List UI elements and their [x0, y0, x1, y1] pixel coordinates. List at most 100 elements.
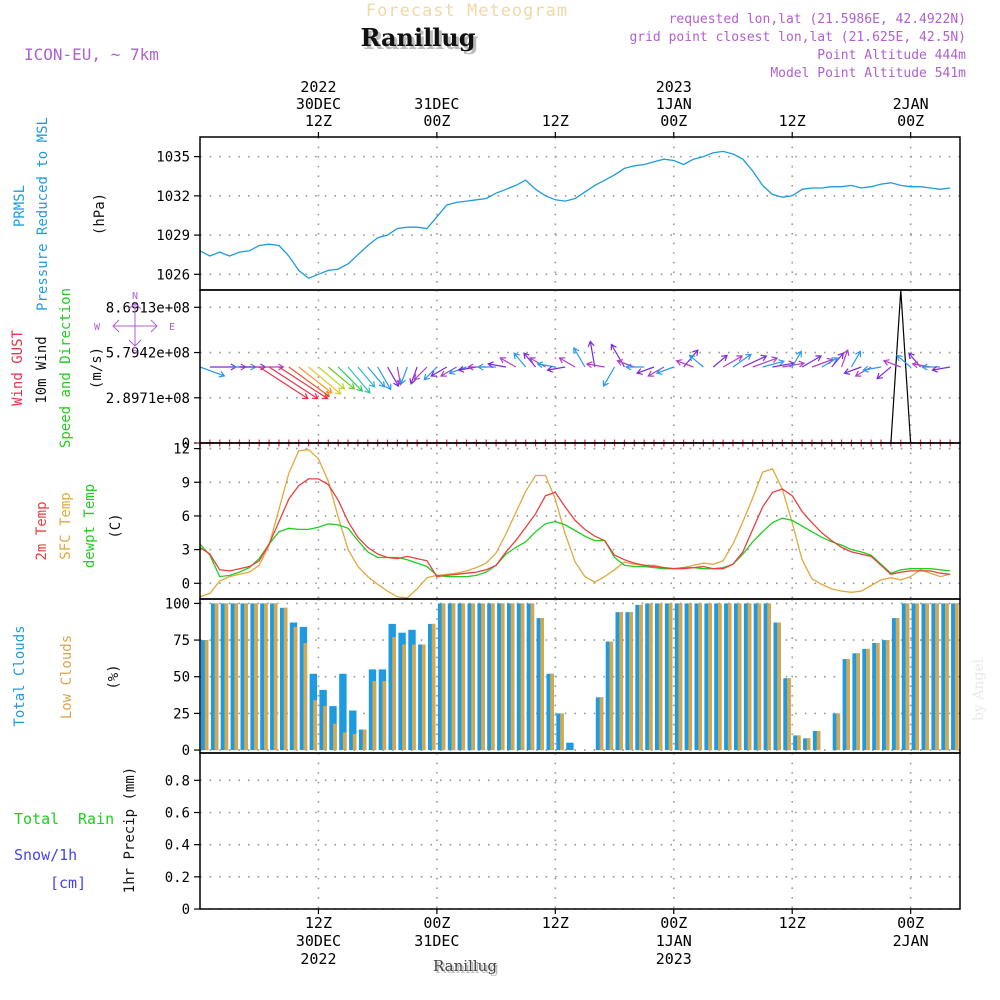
model-altitude: Model Point Altitude 541m — [770, 66, 966, 81]
low-cloud-bar — [520, 603, 525, 751]
clouds-label-total: Total Clouds — [12, 625, 28, 726]
total-cloud-bar — [497, 603, 505, 751]
total-cloud-bar — [753, 603, 762, 751]
low-cloud-bar — [382, 681, 387, 750]
bottom-x-label: 1JAN — [656, 932, 692, 950]
top-x-label: 00Z — [423, 112, 450, 130]
y-tick-label: 0.6 — [165, 806, 190, 822]
low-cloud-bar — [915, 603, 920, 751]
precip-unit: 1hr Precip (mm) — [122, 767, 138, 893]
pressure-unit: (hPa) — [92, 193, 108, 235]
low-cloud-bar — [550, 673, 554, 751]
wind-arrow-icon — [318, 366, 346, 390]
pressure-line — [199, 150, 951, 279]
low-cloud-bar — [836, 713, 841, 751]
low-cloud-bar — [214, 603, 219, 751]
wind-arrow-icon — [610, 343, 625, 368]
low-cloud-bar — [313, 700, 317, 751]
wind-arrow-icon — [854, 366, 872, 377]
bottom-x-label: 00Z — [897, 914, 924, 932]
product-title: Forecast Meteogram — [366, 1, 568, 21]
wind-arrow-icon — [850, 350, 862, 368]
total-cloud-bar — [319, 689, 327, 750]
low-cloud-bar — [787, 678, 791, 751]
total-cloud-bar — [289, 622, 298, 751]
low-cloud-bar — [560, 713, 564, 751]
dewpt-temp-line — [199, 517, 951, 578]
bottom-x-label: 30DEC — [296, 932, 341, 950]
total-cloud-bar — [595, 697, 604, 751]
low-cloud-bar — [402, 644, 406, 751]
wind-arrow-icon — [439, 366, 457, 377]
low-cloud-bar — [816, 731, 821, 751]
low-cloud-bar — [767, 603, 771, 751]
wind-arrow-icon — [573, 346, 586, 368]
total-cloud-bar — [852, 653, 860, 751]
wind-arrow-icon — [413, 366, 428, 381]
wind-arrow-icon — [268, 366, 319, 400]
low-cloud-bar — [777, 622, 781, 751]
low-cloud-bar — [421, 644, 426, 751]
wind-arrow-icon — [487, 361, 507, 369]
wind-arrow-icon — [278, 366, 329, 400]
low-cloud-bar — [658, 603, 663, 751]
low-cloud-bar — [481, 603, 485, 751]
low-cloud-bar — [708, 603, 712, 751]
total-cloud-bar — [299, 626, 308, 751]
wind-arrow-icon — [377, 366, 392, 391]
low-cloud-bar — [747, 603, 752, 751]
watermark: by Angel — [971, 658, 987, 721]
top-x-label: 2022 — [300, 78, 336, 96]
total-cloud-bar — [260, 603, 268, 751]
total-cloud-bar — [655, 603, 663, 751]
wind-arrow-icon — [840, 348, 850, 368]
wind-unit: (m/s) — [89, 347, 105, 389]
total-cloud-bar — [437, 603, 446, 751]
bottom-x-label: 00Z — [423, 914, 450, 932]
wind-arrow-icon — [367, 366, 386, 388]
total-cloud-bar — [388, 623, 396, 750]
wind-arrow-icon — [921, 363, 941, 371]
wind-arrow-icon — [587, 340, 596, 368]
wind-arrow-icon — [476, 363, 497, 371]
total-cloud-bar — [615, 612, 623, 751]
total-cloud-bar — [210, 603, 219, 751]
y-tick-label: 9 — [182, 475, 190, 491]
low-cloud-bar — [441, 603, 446, 751]
low-cloud-bar — [451, 603, 456, 751]
wind-arrow-icon — [298, 366, 333, 394]
wind-arrow-icon — [448, 366, 467, 375]
wind-arrow-icon — [347, 366, 371, 394]
low-cloud-bar — [352, 733, 357, 750]
y-tick-label: 12 — [173, 442, 190, 458]
total-cloud-bar — [457, 603, 465, 751]
low-cloud-bar — [500, 603, 505, 751]
y-tick-label: 25 — [173, 706, 190, 722]
wind-arrow-icon — [882, 359, 901, 368]
low-cloud-bar — [639, 604, 643, 751]
total-cloud-bar — [418, 644, 426, 751]
precip-label-snow: Snow/1h — [14, 846, 77, 864]
low-cloud-bar — [727, 603, 732, 751]
total-cloud-bar — [201, 640, 209, 751]
low-cloud-bar — [599, 697, 604, 751]
temp-unit: (C) — [108, 513, 124, 538]
low-cloud-bar — [234, 603, 239, 751]
top-x-label: 00Z — [897, 112, 924, 130]
total-cloud-bar — [911, 603, 919, 751]
temp-label-dewpt: dewpt Temp — [82, 484, 98, 568]
wind-arrow-icon — [931, 365, 951, 373]
panel-frame — [199, 752, 961, 910]
pressure-panel: 1026 1029 1032 1035 — [156, 136, 961, 291]
wind-arrow-icon — [523, 352, 537, 368]
temp-2m-line — [199, 478, 951, 578]
wind-arrow-icon — [688, 354, 704, 368]
wind-arrow-icon — [528, 357, 546, 368]
total-cloud-bar — [951, 603, 959, 751]
clouds-panel: 0 25 50 75 100 — [165, 596, 961, 759]
y-tick-label: 3 — [182, 543, 190, 559]
total-cloud-bar — [329, 706, 337, 751]
total-cloud-bar — [921, 603, 929, 751]
y-tick-label: 0 — [182, 902, 190, 918]
